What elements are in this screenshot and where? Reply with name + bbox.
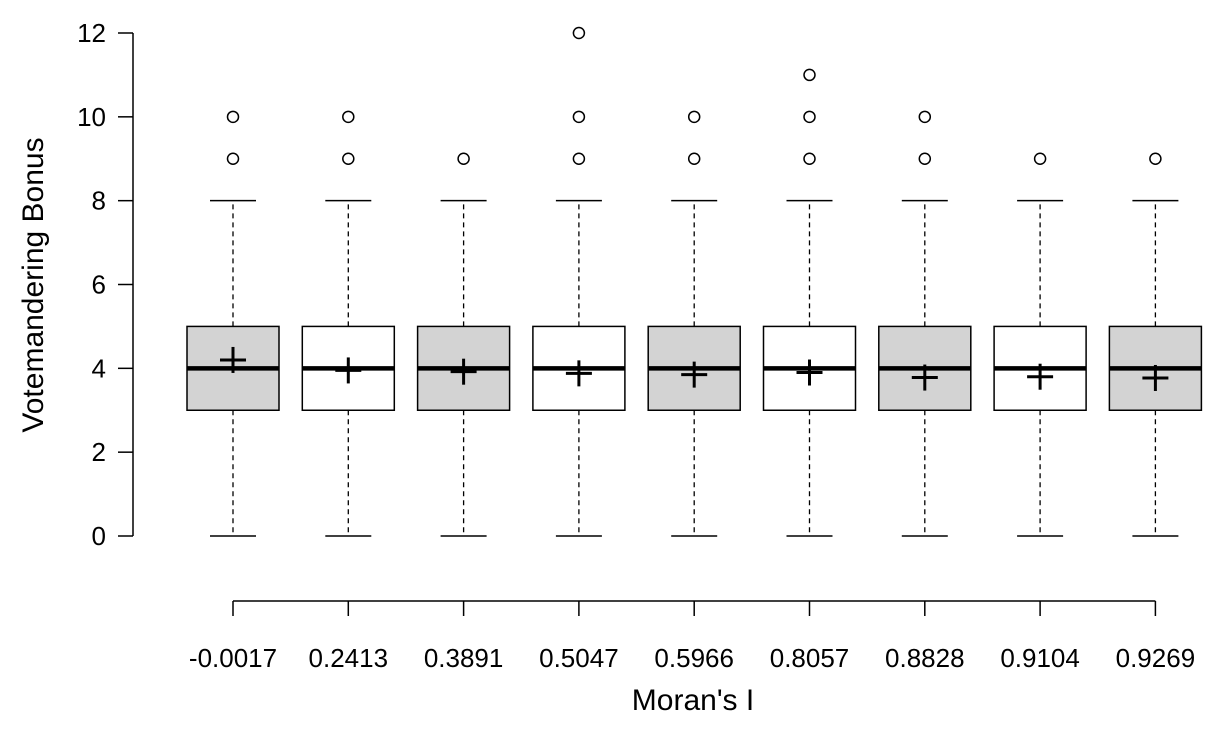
outlier-point (226, 110, 240, 124)
outlier-point (572, 152, 586, 165)
outlier-point (918, 152, 932, 165)
box-group (878, 110, 972, 537)
y-tick-label: 4 (92, 353, 106, 383)
outlier-point (803, 68, 816, 82)
y-tick-label: 10 (77, 102, 106, 132)
y-tick-label: 12 (77, 18, 106, 48)
x-tick-label: 0.9269 (1116, 643, 1196, 673)
box-series (186, 26, 1203, 537)
box-group (186, 110, 280, 537)
y-tick-label: 6 (92, 270, 106, 300)
x-tick-label: 0.8057 (770, 643, 850, 673)
outlier-point (342, 110, 355, 124)
outlier-point (918, 110, 932, 124)
outlier-point (1033, 152, 1047, 165)
outlier-point (342, 152, 355, 165)
outlier-point (457, 152, 470, 165)
outlier-point (572, 110, 586, 124)
outlier-point (687, 152, 701, 165)
box-group (993, 152, 1087, 537)
outlier-point (803, 152, 816, 165)
box-group (532, 26, 626, 537)
y-axis-title: Votemandering Bonus (17, 137, 50, 432)
box-group (1108, 152, 1203, 537)
x-tick-label: -0.0017 (189, 643, 277, 673)
box-group (416, 152, 511, 537)
y-tick-label: 8 (92, 186, 106, 216)
box-group (647, 110, 741, 537)
x-tick-label: 0.5966 (654, 643, 734, 673)
outlier-point (803, 110, 816, 124)
outlier-point (226, 152, 240, 165)
x-axis: -0.0017 0.2413 0.3891 0.5047 0.5966 0.8057 0.8… (189, 600, 1196, 673)
y-tick-label: 2 (92, 437, 106, 467)
x-tick-label: 0.9104 (1000, 643, 1080, 673)
y-axis: 0 2 4 6 8 10 12 (77, 18, 134, 551)
outlier-point (1149, 152, 1162, 165)
x-tick-label: 0.5047 (539, 643, 619, 673)
x-tick-label: 0.8828 (885, 643, 965, 673)
box-group (762, 68, 857, 537)
y-tick-label: 0 (92, 521, 106, 551)
outlier-point (687, 110, 701, 124)
x-tick-label: 0.3891 (424, 643, 504, 673)
outlier-point (572, 26, 586, 40)
x-axis-title: Moran's I (632, 684, 754, 717)
box-group (301, 110, 396, 537)
x-tick-label: 0.2413 (309, 643, 389, 673)
